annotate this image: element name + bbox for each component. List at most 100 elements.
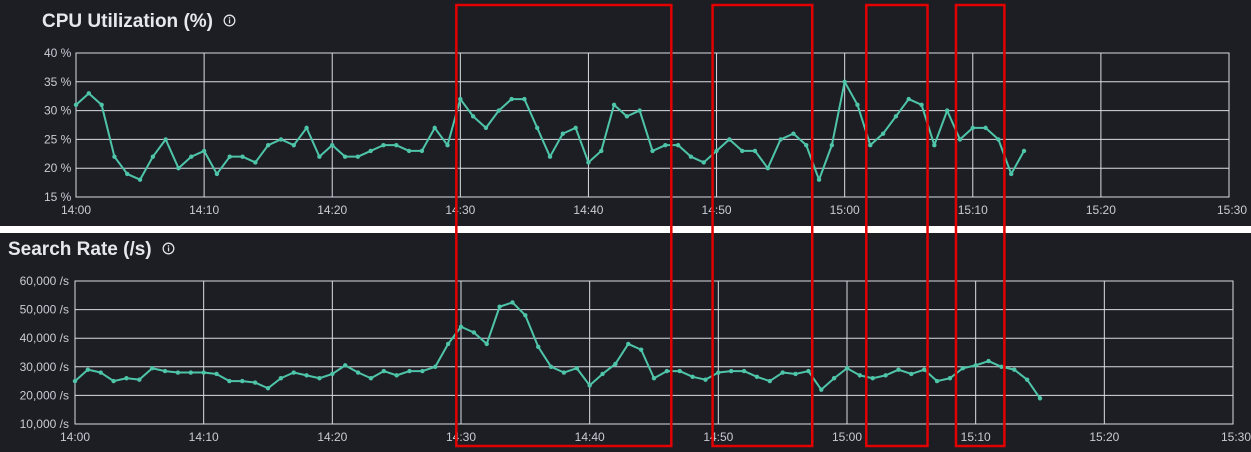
x-tick-label: 15:10 [958,203,988,217]
data-point [201,148,207,154]
data-point [741,368,747,374]
data-point [626,341,631,347]
data-point [125,171,130,177]
plot-frame [74,280,1234,425]
data-point [780,370,785,375]
data-point [574,366,579,371]
y-tick-label: 40 % [44,46,72,60]
data-point [819,387,824,392]
data-point [831,376,837,381]
data-point [137,177,143,182]
data-point [986,358,991,364]
data-point [188,370,193,375]
data-point [560,131,566,136]
x-tick-label: 14:50 [702,203,732,217]
y-tick-label: 60,000 /s [20,274,69,288]
data-point [278,376,284,381]
data-point [317,376,322,381]
data-point [754,374,760,380]
y-tick-label: 10,000 /s [20,417,69,431]
data-point [983,125,988,131]
data-point [919,102,924,108]
data-point [445,341,451,347]
data-point [265,386,271,391]
data-point [906,96,911,102]
data-point [624,114,630,119]
data-point [587,383,592,388]
data-point [611,102,617,108]
data-point [857,373,863,378]
data-point [548,364,554,369]
data-point [703,377,708,382]
search-rate-panel: Search Rate (/s) 14:00 14:10 14:20 14:30 14:… [0,233,1251,452]
x-tick-label: 15:20 [1089,430,1119,444]
data-point [432,125,437,131]
data-point [816,177,822,182]
data-point [330,371,335,377]
x-tick-label: 14:30 [445,203,475,217]
data-point [240,154,245,159]
search-panel-header: Search Rate (/s) [8,239,175,261]
data-point [637,108,642,113]
data-point [175,370,181,375]
data-point [433,364,438,369]
data-point [368,148,373,154]
data-point [675,142,681,148]
data-point [458,324,464,329]
data-point [98,370,103,375]
info-icon[interactable] [162,242,175,255]
data-point [394,142,399,148]
data-point [547,154,553,159]
data-point [406,148,412,154]
x-tick-label: 14:20 [317,430,347,444]
data-point [355,370,361,375]
data-point [150,366,155,371]
data-point [1021,148,1027,154]
data-point [163,137,168,142]
data-point [471,330,477,335]
data-point [419,148,425,154]
data-point [870,376,875,381]
data-point [535,125,540,131]
series-line [74,301,1041,399]
data-point [778,137,783,142]
data-point [470,114,476,119]
data-point [1009,171,1014,177]
data-point [278,137,284,142]
y-tick-label: 50,000 /s [20,303,69,317]
data-point [829,142,835,148]
data-point [999,364,1004,369]
data-point [791,131,796,136]
cpu-utilization-chart: 14:00 14:10 14:20 14:30 14:40 14:50 15:00 15:10… [44,46,1247,217]
cpu-utilization-title: CPU Utilization (%) [42,11,213,32]
data-point [806,368,811,374]
x-tick-label: 15:30 [1221,430,1251,444]
data-point [663,142,668,148]
data-point [1024,377,1030,382]
data-point [690,374,695,380]
data-point [483,125,489,131]
x-tick-label: 14:10 [189,430,219,444]
x-tick-label: 15:00 [830,203,860,217]
x-tick-label: 14:40 [575,430,605,444]
data-point [497,304,502,309]
data-point [855,102,860,108]
y-tick-label: 15 % [44,190,72,204]
data-point [176,166,181,171]
y-tick-label: 40,000 /s [20,331,69,345]
x-tick-label: 15:20 [1086,203,1116,217]
data-point [252,380,258,385]
data-point [86,91,92,96]
info-icon[interactable] [223,14,236,27]
data-point [973,363,978,368]
data-point [368,376,374,381]
data-point [265,142,271,148]
data-point [909,371,914,377]
data-point [868,142,873,148]
data-point [893,114,899,119]
series-line [75,80,1025,181]
data-point [677,368,682,374]
data-point [561,370,567,375]
data-point [291,370,296,375]
data-point [420,368,425,374]
